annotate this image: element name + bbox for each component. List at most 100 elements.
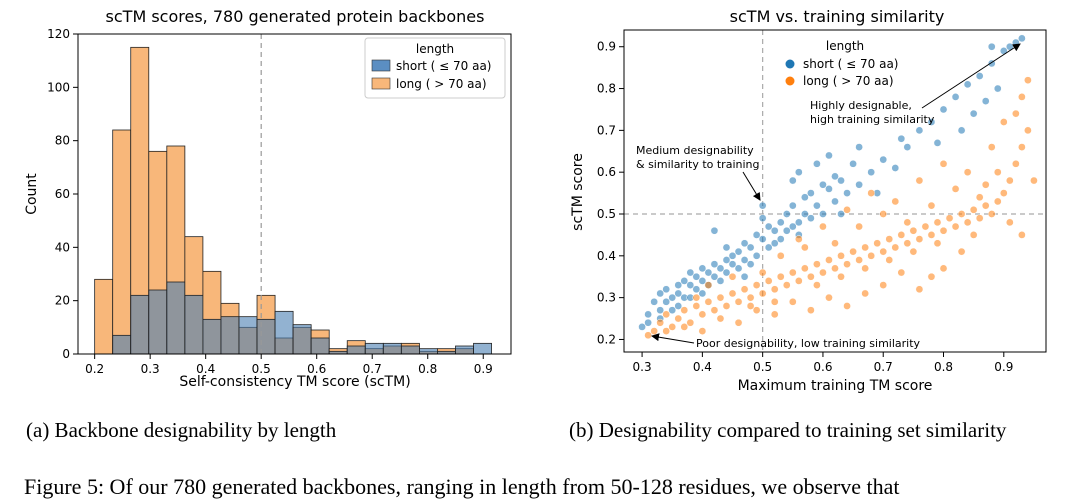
- hist-bar-short: [400, 345, 420, 355]
- scatter-point-short: [867, 168, 876, 177]
- scatter-point-long: [825, 256, 833, 264]
- scatter-point-long: [861, 243, 869, 252]
- scatter-point-long: [867, 189, 876, 197]
- hist-bars: [94, 46, 492, 355]
- scatter-point-short: [776, 235, 785, 243]
- scatter-point-long: [794, 277, 803, 285]
- scatter-point-long: [794, 235, 803, 243]
- scatter-point-short: [788, 176, 797, 185]
- scatter-point-long: [993, 197, 1002, 206]
- scatter-point-short: [981, 97, 990, 105]
- hist-bar-short: [292, 324, 312, 355]
- hist-x-tick-label: 0.8: [418, 362, 437, 376]
- scatter-point-short: [698, 289, 707, 298]
- scatter-point-long: [1018, 231, 1026, 239]
- hist-x-tick-label: 0.5: [252, 362, 271, 376]
- hist-bar-short: [310, 337, 330, 355]
- scatter-point-long: [903, 239, 912, 248]
- scatter-point-short: [656, 289, 665, 298]
- scatter-point-short: [758, 235, 767, 243]
- scatter-chart: scTM vs. training similarity 0.3 0.4 0.5 0.…: [570, 7, 1047, 394]
- hist-x-tick-label: 0.7: [363, 362, 382, 376]
- hist-y-tick-label: 60: [55, 187, 70, 201]
- scatter-legend: length short ( ≤ 70 aa) long ( > 70 aa): [785, 39, 899, 88]
- scatter-point-long: [746, 293, 755, 302]
- histogram-chart: scTM scores, 780 generated protein backb…: [24, 7, 512, 390]
- scatter-point-short: [644, 318, 652, 327]
- scatter-point-long: [909, 226, 918, 235]
- scatter-point-short: [855, 180, 863, 189]
- scatter-point-long: [981, 180, 990, 189]
- scatter-point-short: [698, 277, 707, 285]
- scatter-series-short: [638, 34, 1026, 331]
- scatter-point-short: [813, 201, 821, 210]
- scatter-point-long: [704, 281, 713, 289]
- scatter-point-long: [716, 293, 725, 302]
- scatter-x-ticks: 0.3 0.4 0.5 0.6 0.7 0.8 0.9: [633, 352, 1013, 374]
- scatter-point-long: [843, 260, 851, 269]
- scatter-point-short: [831, 197, 839, 206]
- scatter-point-long: [680, 306, 689, 315]
- scatter-y-ticks: 0.2 0.3 0.4 0.5 0.6 0.7 0.8 0.9: [597, 40, 624, 346]
- scatter-point-long: [782, 281, 791, 289]
- scatter-point-long: [927, 231, 936, 239]
- annotation-high-line1: Highly designable,: [810, 99, 912, 112]
- scatter-point-short: [933, 139, 942, 147]
- hist-xlabel: Self-consistency TM score (scTM): [179, 374, 410, 390]
- scatter-point-short: [656, 306, 665, 315]
- hist-ylabel: Count: [24, 173, 40, 215]
- hist-legend-title: length: [416, 42, 454, 56]
- scatter-y-tick-label: 0.5: [597, 207, 616, 221]
- scatter-point-long: [951, 222, 960, 231]
- scatter-point-long: [855, 256, 863, 264]
- scatter-point-short: [680, 277, 689, 285]
- scatter-point-short: [686, 268, 695, 277]
- scatter-point-short: [740, 239, 749, 248]
- hist-bar-short: [238, 316, 258, 355]
- scatter-point-long: [704, 297, 713, 306]
- scatter-y-tick-label: 0.7: [597, 123, 616, 137]
- scatter-point-short: [794, 168, 803, 177]
- scatter-point-long: [668, 323, 677, 331]
- scatter-point-short: [831, 172, 839, 181]
- scatter-point-short: [710, 272, 719, 281]
- scatter-point-short: [782, 210, 791, 218]
- scatter-x-tick-label: 0.9: [994, 360, 1013, 374]
- scatter-point-long: [819, 268, 827, 277]
- scatter-point-long: [987, 143, 996, 151]
- scatter-point-long: [831, 239, 839, 248]
- scatter-point-long: [987, 210, 996, 218]
- scatter-point-short: [819, 180, 827, 189]
- scatter-point-long: [915, 235, 924, 243]
- scatter-point-long: [1012, 109, 1020, 118]
- scatter-point-long: [710, 306, 719, 315]
- scatter-point-long: [1005, 176, 1014, 185]
- scatter-point-short: [752, 231, 761, 239]
- scatter-point-long: [993, 168, 1002, 177]
- scatter-point-long: [879, 281, 888, 289]
- scatter-point-short: [891, 164, 900, 172]
- scatter-point-long: [861, 264, 869, 273]
- scatter-point-short: [668, 306, 677, 315]
- scatter-point-long: [855, 222, 863, 231]
- scatter-point-long: [746, 302, 755, 310]
- scatter-point-short: [674, 281, 683, 289]
- scatter-y-tick-label: 0.8: [597, 82, 616, 96]
- scatter-point-long: [807, 306, 815, 315]
- hist-bar-short: [274, 310, 294, 355]
- scatter-point-short: [764, 222, 773, 231]
- hist-x-tick-label: 0.9: [474, 362, 493, 376]
- scatter-point-long: [734, 318, 743, 327]
- scatter-point-long: [957, 210, 966, 218]
- scatter-point-long: [963, 218, 972, 227]
- scatter-point-long: [867, 251, 876, 260]
- scatter-point-long: [1018, 93, 1026, 101]
- annotation-medium-line2: & similarity to training: [636, 158, 759, 171]
- scatter-point-short: [819, 210, 827, 218]
- scatter-point-long: [788, 268, 797, 277]
- scatter-point-long: [873, 239, 882, 248]
- hist-x-tick-label: 0.6: [307, 362, 326, 376]
- hist-bar-short: [202, 318, 222, 355]
- scatter-point-short: [674, 302, 683, 310]
- scatter-point-short: [662, 285, 671, 294]
